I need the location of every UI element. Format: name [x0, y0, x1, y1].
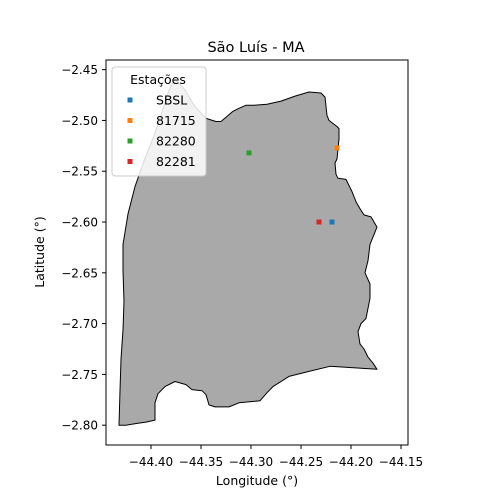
legend-label-82281: 82281: [156, 154, 196, 169]
plot-frame: [105, 59, 409, 446]
y-tick-label: −2.50: [61, 114, 98, 128]
y-tick-label: −2.65: [61, 266, 98, 280]
legend-marker-81715: [127, 118, 133, 123]
y-tick-label: −2.45: [61, 63, 98, 77]
station-point-81715: [334, 145, 340, 151]
station-point-82281: [316, 219, 322, 225]
y-tick-label: −2.55: [61, 165, 98, 179]
x-tick-label: −44.35: [179, 455, 223, 469]
legend-marker-82281: [127, 159, 133, 164]
chart-title: São Luís - MA: [207, 40, 304, 56]
legend-label-82280: 82280: [156, 134, 196, 149]
y-tick-label: −2.80: [61, 419, 98, 433]
legend-items: SBSL 81715 82280 82281: [127, 93, 196, 169]
y-axis: −2.45 −2.50 −2.55 −2.60 −2.65 −2.70 −2.75 −2.80: [61, 63, 106, 433]
y-tick-label: −2.75: [61, 368, 98, 382]
x-axis: −44.40 −44.35 −44.30 −44.25 −44.20 −44.15: [129, 445, 423, 469]
station-point-SBSL: [329, 219, 335, 225]
legend-label-81715: 81715: [156, 113, 196, 128]
legend-marker-SBSL: [127, 97, 133, 103]
x-tick-label: −44.20: [329, 455, 373, 469]
legend-label-SBSL: SBSL: [156, 93, 187, 108]
legend-box: [111, 66, 207, 177]
x-tick-label: −44.40: [129, 455, 173, 469]
station-points: [246, 145, 340, 225]
y-axis-label: Latitude (°): [32, 216, 47, 287]
x-tick-label: −44.30: [229, 455, 273, 469]
x-tick-label: −44.15: [379, 455, 423, 469]
x-axis-label: Longitude (°): [216, 473, 298, 488]
y-tick-label: −2.60: [61, 216, 98, 230]
legend-title: Estações: [130, 72, 186, 87]
y-tick-label: −2.70: [61, 317, 98, 331]
legend-marker-82280: [127, 138, 133, 144]
x-tick-label: −44.25: [279, 455, 323, 469]
legend: Estações SBSL 81715 82280 82281: [111, 66, 207, 177]
station-point-82280: [246, 150, 252, 156]
